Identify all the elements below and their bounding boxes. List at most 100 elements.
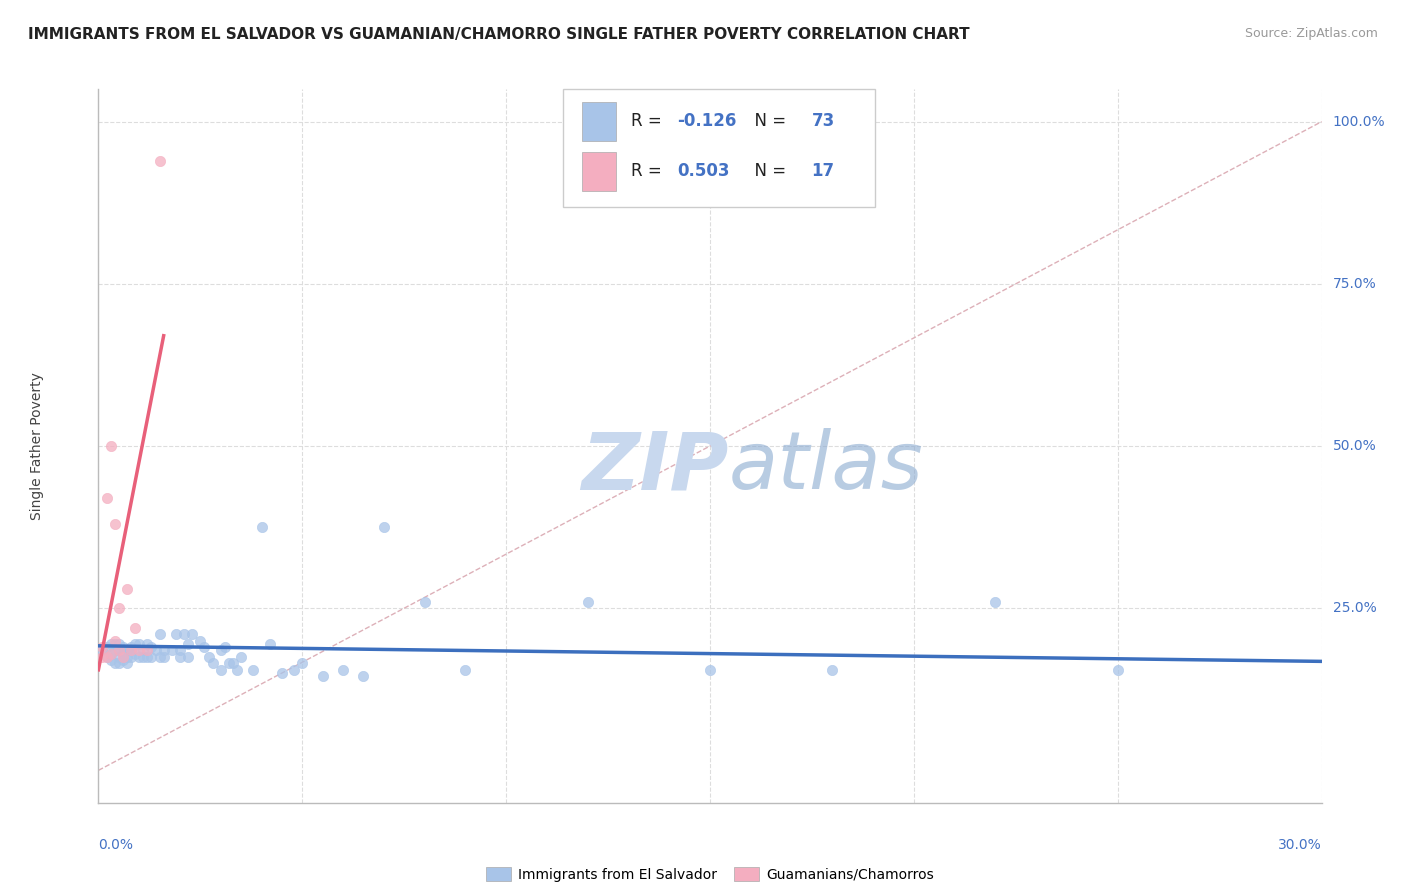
- Point: [111, 647, 134, 661]
- Point: [149, 153, 172, 168]
- Point: [177, 649, 200, 664]
- Point: [104, 657, 127, 671]
- Point: [111, 653, 134, 667]
- Point: [120, 640, 142, 654]
- Point: [141, 649, 163, 664]
- Point: [108, 649, 131, 664]
- Point: [128, 637, 150, 651]
- Point: [173, 627, 195, 641]
- Point: [100, 653, 122, 667]
- Text: atlas: atlas: [728, 428, 924, 507]
- Point: [291, 657, 314, 671]
- Point: [108, 601, 131, 615]
- Point: [108, 643, 131, 657]
- Point: [222, 657, 245, 671]
- Point: [242, 663, 264, 677]
- Text: 17: 17: [811, 162, 835, 180]
- Point: [120, 643, 142, 657]
- Point: [169, 649, 191, 664]
- Point: [120, 643, 142, 657]
- Point: [226, 663, 249, 677]
- Point: [96, 491, 118, 505]
- Point: [111, 640, 134, 654]
- Point: [165, 627, 187, 641]
- FancyBboxPatch shape: [564, 89, 875, 207]
- Point: [136, 637, 159, 651]
- Point: [270, 666, 294, 681]
- Text: -0.126: -0.126: [678, 112, 737, 130]
- Point: [169, 643, 191, 657]
- Point: [209, 663, 232, 677]
- Point: [100, 637, 122, 651]
- Point: [124, 621, 146, 635]
- Point: [352, 669, 374, 683]
- Point: [188, 633, 212, 648]
- Point: [91, 640, 114, 654]
- Point: [91, 643, 114, 657]
- Point: [100, 647, 122, 661]
- Point: [115, 649, 138, 664]
- Point: [96, 640, 118, 654]
- Text: 100.0%: 100.0%: [1333, 115, 1385, 128]
- Point: [132, 649, 155, 664]
- Point: [209, 643, 232, 657]
- Point: [413, 595, 436, 609]
- Point: [108, 657, 131, 671]
- Legend: Immigrants from El Salvador, Guamanians/Chamorros: Immigrants from El Salvador, Guamanians/…: [479, 860, 941, 888]
- Point: [1107, 663, 1129, 677]
- Point: [332, 663, 354, 677]
- Point: [120, 649, 142, 664]
- Point: [104, 516, 127, 531]
- Text: 0.0%: 0.0%: [98, 838, 134, 853]
- Point: [91, 649, 114, 664]
- Point: [699, 663, 721, 677]
- Point: [104, 633, 127, 648]
- Point: [152, 649, 174, 664]
- Point: [312, 669, 335, 683]
- Point: [104, 637, 127, 651]
- Point: [454, 663, 477, 677]
- Text: 0.503: 0.503: [678, 162, 730, 180]
- Point: [160, 643, 183, 657]
- Point: [128, 649, 150, 664]
- Point: [108, 637, 131, 651]
- Point: [124, 647, 146, 661]
- Point: [115, 582, 138, 596]
- Point: [283, 663, 305, 677]
- Point: [152, 643, 174, 657]
- Point: [145, 643, 167, 657]
- Text: 73: 73: [811, 112, 835, 130]
- Point: [250, 520, 273, 534]
- Text: 75.0%: 75.0%: [1333, 277, 1376, 291]
- FancyBboxPatch shape: [582, 102, 616, 141]
- Point: [115, 643, 138, 657]
- Point: [104, 643, 127, 657]
- Text: 50.0%: 50.0%: [1333, 439, 1376, 453]
- Point: [177, 637, 200, 651]
- Point: [218, 657, 240, 671]
- Text: R =: R =: [630, 162, 666, 180]
- Point: [197, 649, 219, 664]
- Point: [149, 649, 172, 664]
- Text: IMMIGRANTS FROM EL SALVADOR VS GUAMANIAN/CHAMORRO SINGLE FATHER POVERTY CORRELAT: IMMIGRANTS FROM EL SALVADOR VS GUAMANIAN…: [28, 27, 970, 42]
- Point: [111, 649, 134, 664]
- Point: [96, 649, 118, 664]
- Point: [984, 595, 1007, 609]
- Text: Single Father Poverty: Single Father Poverty: [31, 372, 44, 520]
- Point: [128, 643, 150, 657]
- Point: [132, 643, 155, 657]
- Point: [201, 657, 224, 671]
- FancyBboxPatch shape: [582, 152, 616, 191]
- Point: [136, 643, 159, 657]
- Point: [100, 647, 122, 661]
- Point: [96, 649, 118, 664]
- Point: [100, 439, 122, 453]
- Point: [214, 640, 236, 654]
- Text: N =: N =: [744, 162, 792, 180]
- Point: [108, 643, 131, 657]
- Point: [181, 627, 204, 641]
- Point: [231, 649, 253, 664]
- Point: [193, 640, 215, 654]
- Point: [136, 649, 159, 664]
- Point: [576, 595, 599, 609]
